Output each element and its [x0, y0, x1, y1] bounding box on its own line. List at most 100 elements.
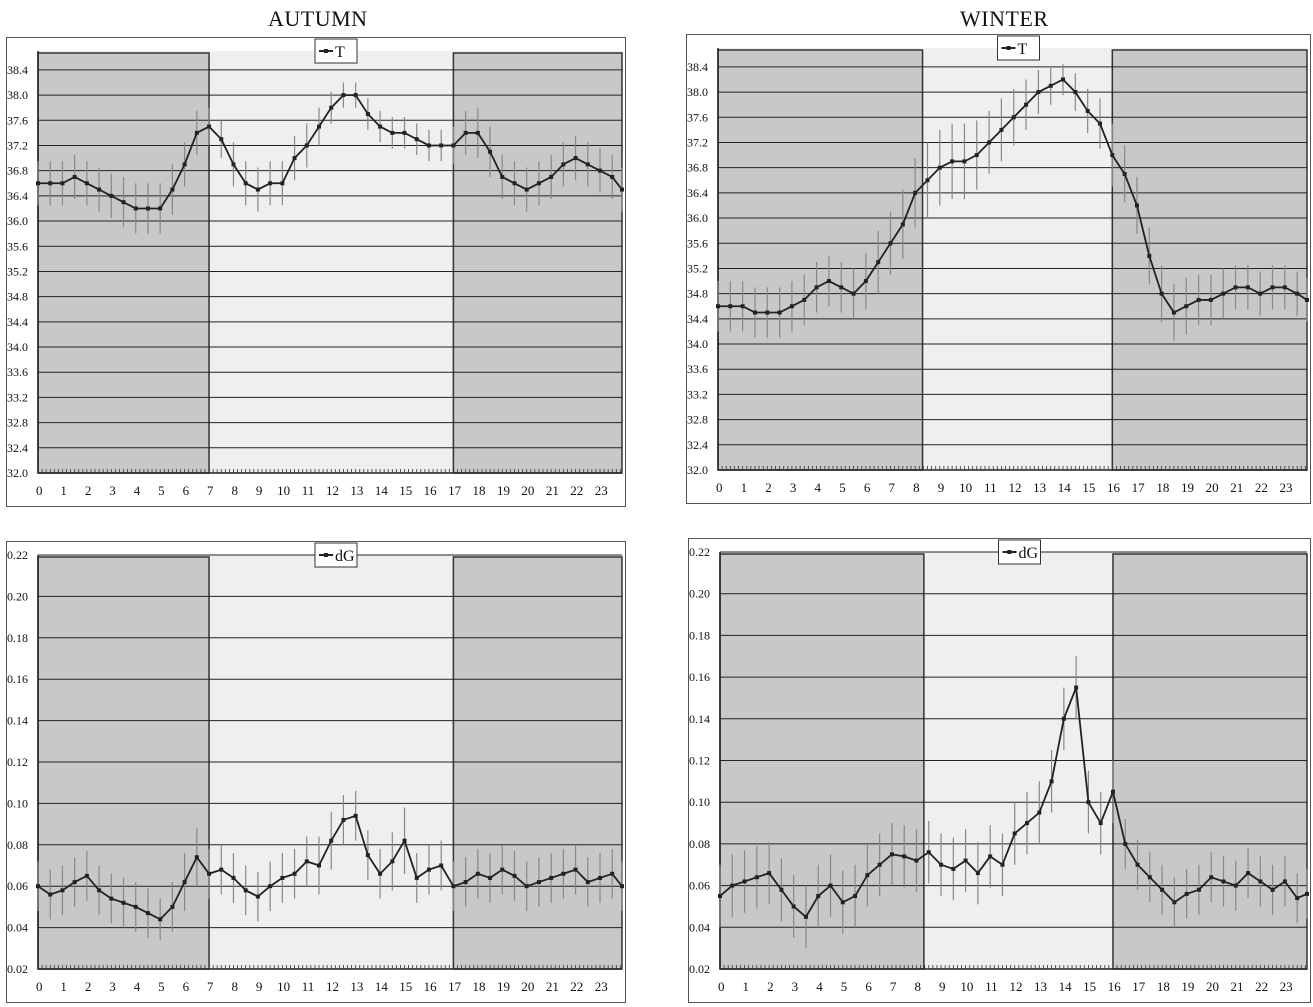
autumn-T-x-tick-label-4: 4 — [134, 483, 141, 498]
autumn-dG-x-tick-label-8: 8 — [231, 979, 238, 994]
winter-T-y-tick-label-9: 35.6 — [687, 236, 708, 250]
winter-T-x-tick-label-8: 8 — [913, 480, 920, 495]
autumn-dG-data-point-5 — [97, 888, 102, 893]
winter-T-data-point-0 — [716, 304, 720, 309]
autumn-dG-x-tick-label-14: 14 — [375, 979, 389, 994]
winter-dG-y-tick-label-4: 0.10 — [689, 795, 710, 809]
autumn-T-x-tick-label-14: 14 — [375, 483, 389, 498]
winter-dG-x-tick-label-13: 13 — [1034, 979, 1047, 994]
autumn-T-x-tick-label-8: 8 — [231, 483, 238, 498]
winter-dG-night-region-1 — [1112, 553, 1308, 970]
winter-T-data-point-23 — [999, 127, 1004, 132]
autumn-dG-data-point-43 — [561, 871, 566, 876]
winter-T-y-tick-label-3: 33.2 — [687, 387, 708, 401]
autumn-T-data-point-27 — [365, 111, 370, 116]
autumn-T-data-point-34 — [451, 143, 456, 148]
winter-dG-data-point-14 — [889, 852, 894, 857]
autumn-T-data-point-7 — [121, 200, 126, 205]
winter-dG-data-point-4 — [767, 871, 772, 876]
winter-dG-x-tick-label-18: 18 — [1157, 979, 1170, 994]
winter-dG-data-point-16 — [914, 858, 919, 863]
autumn-T-night-region-1 — [452, 52, 623, 474]
winter-T-y-tick-label-8: 35.2 — [687, 261, 708, 275]
winter-dG-data-point-0 — [718, 894, 722, 899]
autumn-dG-data-point-37 — [488, 875, 493, 880]
winter-T-data-point-7 — [802, 297, 807, 302]
winter-T-data-point-22 — [987, 140, 992, 145]
winter-T-data-point-32 — [1110, 153, 1115, 158]
winter-dG-x-tick-label-10: 10 — [960, 979, 973, 994]
autumn-dG-y-tick-label-4: 0.10 — [7, 796, 28, 810]
autumn-T-data-point-16 — [231, 162, 236, 167]
autumn-dG-data-point-4 — [84, 873, 89, 878]
winter-T-y-tick-label-7: 34.8 — [687, 287, 708, 301]
winter-dG-data-point-8 — [816, 894, 821, 899]
autumn-T-x-tick-label-15: 15 — [399, 483, 412, 498]
winter-T-data-point-12 — [863, 279, 868, 284]
autumn-dG-data-point-2 — [60, 888, 65, 893]
winter-dG-data-point-12 — [865, 873, 870, 878]
winter-dG-data-point-48 — [1305, 891, 1309, 896]
autumn-dG-y-tick-label-8: 0.18 — [7, 631, 28, 645]
autumn-dG-data-point-26 — [353, 813, 358, 818]
autumn-dG-data-point-25 — [341, 817, 346, 822]
winter-T-x-tick-label-10: 10 — [959, 480, 972, 495]
autumn-T-x-tick-label-23: 23 — [595, 483, 608, 498]
winter-dG-data-point-28 — [1061, 716, 1066, 721]
winter-T-night-region-1 — [1111, 49, 1308, 471]
autumn-dG-data-point-36 — [475, 871, 480, 876]
winter-dG-x-tick-label-1: 1 — [743, 979, 750, 994]
autumn-T-x-tick-label-11: 11 — [302, 483, 315, 498]
autumn-dG-x-tick-label-13: 13 — [350, 979, 363, 994]
winter-dG-y-tick-label-5: 0.12 — [689, 754, 710, 768]
autumn-dG-x-tick-label-18: 18 — [473, 979, 486, 994]
winter-dG-legend-box — [998, 539, 1041, 565]
autumn-T-data-point-6 — [109, 193, 114, 198]
autumn-T-data-point-22 — [304, 143, 309, 148]
autumn-T-data-point-19 — [268, 181, 273, 186]
winter-T-data-point-41 — [1221, 291, 1226, 296]
autumn-dG-x-tick-label-15: 15 — [399, 979, 412, 994]
autumn-dG-data-point-20 — [280, 875, 285, 880]
autumn-T-x-tick-label-0: 0 — [36, 483, 43, 498]
autumn-T-y-tick-label-5: 34.0 — [7, 340, 28, 354]
winter-dG-x-tick-label-19: 19 — [1181, 979, 1194, 994]
winter-dG-data-point-18 — [939, 862, 944, 867]
autumn-T-x-tick-label-9: 9 — [256, 483, 263, 498]
winter-dG-data-point-40 — [1209, 875, 1214, 880]
chart-autumn-dg: 0.02 0.04 0.06 0.08 0.10 0.12 0.14 0.16 0.18 0.20… — [6, 541, 626, 1003]
winter-T-data-point-45 — [1270, 285, 1275, 290]
winter-T-data-point-40 — [1208, 297, 1213, 302]
autumn-dG-x-tick-label-19: 19 — [497, 979, 510, 994]
autumn-T-y-tick-label-3: 33.2 — [7, 390, 28, 404]
autumn-dG-y-tick-label-3: 0.08 — [7, 838, 28, 852]
autumn-dG-x-tick-label-6: 6 — [183, 979, 190, 994]
autumn-dG-y-tick-label-6: 0.14 — [7, 714, 28, 728]
autumn-T-data-point-3 — [72, 174, 77, 179]
autumn-dG-data-point-40 — [524, 884, 529, 889]
winter-dG-y-tick-label-7: 0.16 — [689, 670, 710, 684]
winter-T-data-point-34 — [1134, 203, 1139, 208]
winter-dG-data-point-19 — [951, 866, 956, 871]
autumn-T-legend-label: T — [335, 44, 345, 61]
autumn-T-y-tick-label-6: 34.4 — [7, 315, 28, 329]
autumn-T-data-point-11 — [170, 187, 175, 192]
autumn-T-y-tick-label-15: 38.0 — [7, 88, 28, 102]
winter-T-data-point-4 — [765, 310, 770, 315]
winter-T-x-tick-label-22: 22 — [1255, 480, 1268, 495]
winter-dG-x-tick-label-9: 9 — [939, 979, 946, 994]
autumn-T-x-tick-label-22: 22 — [570, 483, 583, 498]
autumn-T-data-point-14 — [207, 124, 212, 129]
winter-T-x-tick-label-11: 11 — [984, 480, 997, 495]
autumn-T-data-point-47 — [610, 174, 615, 179]
winter-dG-data-point-41 — [1221, 879, 1226, 884]
winter-T-data-point-15 — [900, 222, 905, 227]
winter-T-y-tick-label-6: 34.4 — [687, 312, 708, 326]
autumn-dG-data-point-24 — [329, 838, 334, 843]
autumn-dG-data-point-16 — [231, 875, 236, 880]
autumn-T-data-point-2 — [60, 181, 65, 186]
winter-T-y-tick-label-1: 32.4 — [687, 438, 708, 452]
autumn-T-data-point-28 — [378, 124, 383, 129]
autumn-dG-data-point-27 — [365, 853, 370, 858]
winter-dG-x-tick-label-22: 22 — [1255, 979, 1268, 994]
